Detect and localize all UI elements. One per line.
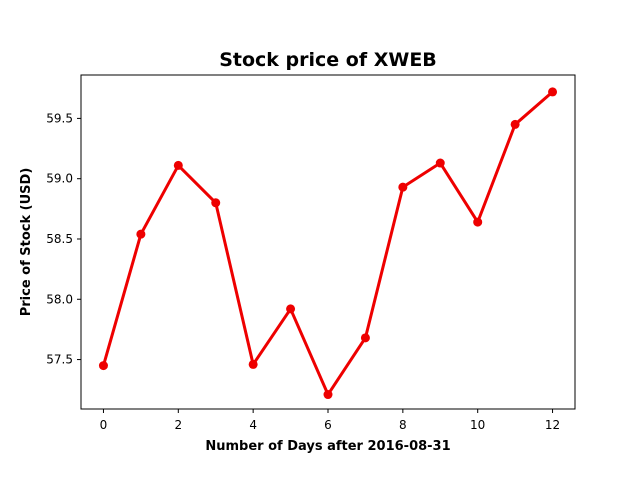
data-point-marker: [473, 217, 483, 227]
y-axis-label: Price of Stock (USD): [19, 168, 34, 317]
x-tick-label: 4: [249, 418, 257, 432]
data-point-marker: [360, 333, 370, 343]
x-tick-label: 8: [399, 418, 407, 432]
data-point-marker: [548, 87, 558, 97]
data-point-marker: [136, 229, 146, 239]
y-tick-label: 58.5: [46, 232, 73, 246]
data-point-marker: [398, 182, 408, 192]
x-axis-label: Number of Days after 2016-08-31: [205, 439, 450, 454]
y-tick-label: 59.0: [46, 172, 73, 186]
x-tick-label: 12: [545, 418, 560, 432]
data-point-marker: [286, 304, 296, 314]
chart-title: Stock price of XWEB: [219, 49, 437, 71]
data-point-marker: [173, 160, 183, 170]
y-tick-label: 57.5: [46, 353, 73, 367]
data-point-marker: [98, 361, 108, 371]
data-point-marker: [510, 119, 520, 129]
plot-area: [80, 74, 576, 410]
x-axis: 0 2 4 6 8 10 12: [100, 409, 560, 432]
x-tick-label: 2: [174, 418, 182, 432]
y-tick-label: 59.5: [46, 111, 73, 125]
data-point-marker: [323, 390, 333, 400]
x-tick-label: 6: [324, 418, 332, 432]
y-axis: 57.5 58.0 58.5 59.0 59.5: [46, 111, 81, 367]
data-point-marker: [248, 359, 258, 369]
series-layer: [98, 87, 558, 400]
data-point-marker: [211, 198, 221, 208]
x-tick-label: 10: [470, 418, 485, 432]
y-tick-label: 58.0: [46, 292, 73, 306]
data-point-marker: [435, 158, 445, 168]
x-tick-label: 0: [100, 418, 108, 432]
